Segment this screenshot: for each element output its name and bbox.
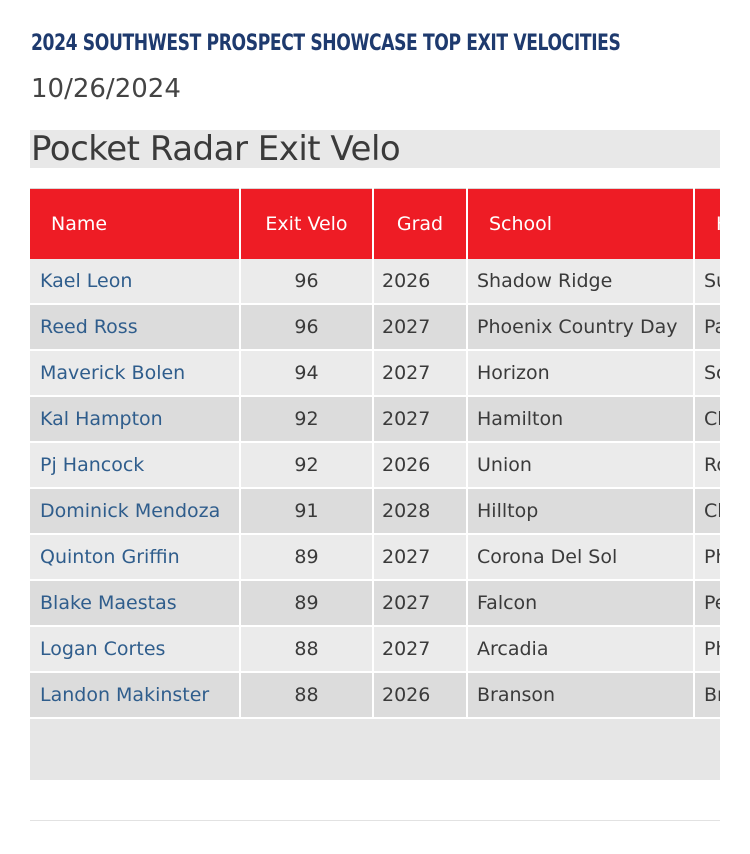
player-name-link[interactable]: Kal Hampton	[30, 396, 241, 443]
hometown-cell: Pe	[694, 580, 720, 627]
column-header-grad[interactable]: Grad	[373, 188, 468, 259]
exit-velo-cell: 92	[240, 396, 374, 443]
exit-velo-table: Name Exit Velo Grad School H Kael Leon96…	[30, 188, 720, 719]
exit-velo-cell: 96	[240, 259, 374, 305]
exit-velo-cell: 89	[240, 534, 374, 581]
hometown-cell: Su	[694, 259, 720, 305]
table-row: Pj Hancock922026UnionRo	[30, 442, 720, 489]
school-cell: Falcon	[467, 580, 695, 627]
section-header: Pocket Radar Exit Velo	[30, 130, 720, 168]
grad-year-cell: 2026	[373, 442, 468, 489]
player-name-link[interactable]: Landon Makinster	[30, 672, 241, 719]
column-header-exit-velo[interactable]: Exit Velo	[240, 188, 374, 259]
hometown-cell: Sc	[694, 350, 720, 397]
column-header-hometown[interactable]: H	[694, 188, 720, 259]
exit-velo-cell: 96	[240, 304, 374, 351]
grad-year-cell: 2027	[373, 304, 468, 351]
school-cell: Shadow Ridge	[467, 259, 695, 305]
exit-velo-cell: 88	[240, 672, 374, 719]
school-cell: Phoenix Country Day	[467, 304, 695, 351]
grad-year-cell: 2027	[373, 534, 468, 581]
player-name-link[interactable]: Kael Leon	[30, 259, 241, 305]
hometown-cell: Br	[694, 672, 720, 719]
grad-year-cell: 2027	[373, 396, 468, 443]
school-cell: Corona Del Sol	[467, 534, 695, 581]
table-row: Dominick Mendoza912028HilltopCh	[30, 488, 720, 535]
grad-year-cell: 2026	[373, 672, 468, 719]
table-container[interactable]: Name Exit Velo Grad School H Kael Leon96…	[30, 188, 720, 780]
exit-velo-cell: 91	[240, 488, 374, 535]
school-cell: Arcadia	[467, 626, 695, 673]
hometown-cell: Ph	[694, 534, 720, 581]
school-cell: Hamilton	[467, 396, 695, 443]
grad-year-cell: 2027	[373, 626, 468, 673]
player-name-link[interactable]: Dominick Mendoza	[30, 488, 241, 535]
school-cell: Branson	[467, 672, 695, 719]
school-cell: Union	[467, 442, 695, 489]
grad-year-cell: 2027	[373, 350, 468, 397]
grad-year-cell: 2028	[373, 488, 468, 535]
exit-velo-cell: 92	[240, 442, 374, 489]
exit-velo-cell: 88	[240, 626, 374, 673]
grad-year-cell: 2026	[373, 259, 468, 305]
player-name-link[interactable]: Reed Ross	[30, 304, 241, 351]
divider	[30, 820, 720, 821]
player-name-link[interactable]: Quinton Griffin	[30, 534, 241, 581]
table-row: Logan Cortes882027ArcadiaPh	[30, 626, 720, 673]
column-header-name[interactable]: Name	[30, 188, 241, 259]
column-header-school[interactable]: School	[467, 188, 695, 259]
player-name-link[interactable]: Blake Maestas	[30, 580, 241, 627]
player-name-link[interactable]: Maverick Bolen	[30, 350, 241, 397]
player-name-link[interactable]: Logan Cortes	[30, 626, 241, 673]
page-title: 2024 SOUTHWEST PROSPECT SHOWCASE TOP EXI…	[31, 31, 621, 56]
hometown-cell: Ph	[694, 626, 720, 673]
exit-velo-cell: 94	[240, 350, 374, 397]
table-row: Landon Makinster882026BransonBr	[30, 672, 720, 719]
table-row: Maverick Bolen942027HorizonSc	[30, 350, 720, 397]
table-header-row: Name Exit Velo Grad School H	[30, 188, 720, 259]
hometown-cell: Ch	[694, 488, 720, 535]
grad-year-cell: 2027	[373, 580, 468, 627]
exit-velo-cell: 89	[240, 580, 374, 627]
player-name-link[interactable]: Pj Hancock	[30, 442, 241, 489]
table-row: Kal Hampton922027HamiltonCh	[30, 396, 720, 443]
section-title: Pocket Radar Exit Velo	[31, 129, 401, 169]
page-date: 10/26/2024	[31, 74, 181, 104]
hometown-cell: Ch	[694, 396, 720, 443]
hometown-cell: Pa	[694, 304, 720, 351]
school-cell: Horizon	[467, 350, 695, 397]
table-row: Blake Maestas892027FalconPe	[30, 580, 720, 627]
school-cell: Hilltop	[467, 488, 695, 535]
hometown-cell: Ro	[694, 442, 720, 489]
